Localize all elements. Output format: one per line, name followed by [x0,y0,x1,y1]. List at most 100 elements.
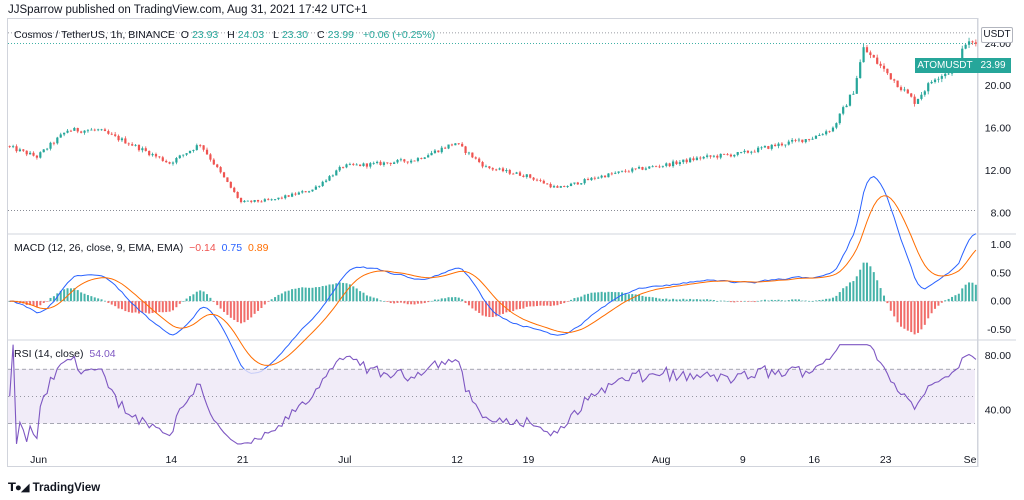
macd-histogram-bar [553,301,556,306]
candle-body [797,139,801,141]
candle-body [294,193,297,195]
macd-histogram-bar [301,287,304,302]
symbol-badge: ATOMUSDT [915,58,975,73]
macd-line-value: 0.75 [221,242,243,254]
macd-histogram-bar [236,301,239,323]
candle-body [512,173,515,175]
macd-histogram-bar [263,301,266,305]
macd-title[interactable]: MACD (12, 26, close, 9, EMA, EMA) [14,242,184,254]
candle-body [25,150,28,155]
macd-histogram-bar [736,301,739,302]
candle-body [712,155,716,157]
macd-histogram-bar [124,301,127,312]
macd-histogram-bar [580,296,583,302]
candle-body [556,186,559,188]
rsi-value: 54.04 [89,348,116,360]
macd-histogram-bar [770,299,773,302]
candle-body [859,62,862,79]
candle-body [185,153,188,155]
macd-histogram-bar [787,300,790,302]
macd-histogram-bar [137,301,140,314]
macd-histogram-bar [291,289,294,302]
candle-body [396,159,399,163]
candle-body [236,191,239,198]
candle-body [410,160,413,163]
macd-histogram-bar [369,296,372,302]
macd-histogram-bar [304,287,307,302]
macd-histogram-bar [927,301,930,319]
candle-body [634,168,637,170]
macd-histogram-bar [814,300,817,302]
macd-histogram-bar [314,287,317,302]
candle-body [437,150,440,153]
price-axis-ticks: 8.0012.0016.0020.0024.00-0.500.000.501.0… [985,38,1011,417]
macd-histogram-bar [440,298,443,302]
macd-histogram-bar [127,301,130,313]
macd-histogram-bar [484,301,487,317]
macd-histogram-bar [910,301,913,333]
macd-histogram-bar [566,301,569,302]
tradingview-logo-icon: 𝗧●◢ [8,482,30,494]
macd-histogram-bar [729,301,732,303]
macd-histogram-bar [644,296,647,302]
macd-histogram-bar [117,301,120,309]
candle-body [848,94,852,106]
macd-hist-value: −0.14 [189,242,216,254]
candle-body [740,152,743,153]
macd-histogram-bar [879,288,882,302]
candle-body [719,153,722,158]
macd-histogram-bar [951,296,954,302]
candle-body [233,187,236,192]
macd-histogram-bar [365,295,368,302]
candle-body [893,79,896,81]
macd-histogram-bar [464,301,467,303]
rsi-title[interactable]: RSI (14, close) [14,348,84,360]
tradingview-logo[interactable]: 𝗧●◢ TradingView [8,480,100,494]
macd-histogram-bar [634,294,637,302]
candle-body [784,144,787,146]
candle-body [304,191,307,193]
macd-histogram-bar [338,282,341,302]
macd-histogram-bar [386,301,389,302]
macd-histogram-bar [818,300,821,302]
candle-body [791,139,794,142]
candle-body [243,200,246,203]
macd-histogram-bar [733,301,736,303]
candle-body [399,159,403,161]
macd-histogram-bar [195,291,198,302]
macd-histogram-bar [437,299,440,302]
macd-histogram-bar [576,297,579,302]
candle-body [328,176,331,181]
candle-body [481,162,484,167]
macd-histogram-bar [359,291,362,302]
macd-histogram-bar [702,299,705,302]
macd-histogram-bar [716,301,719,302]
candle-body [726,154,729,156]
macd-histogram-bar [318,287,321,302]
candle-body [110,133,113,135]
symbol-title[interactable]: Cosmos / TetherUS, 1h, BINANCE [14,29,175,41]
candle-body [569,183,573,187]
candle-body [301,191,304,193]
candle-body [920,94,923,99]
candle-body [617,171,620,173]
macd-signal-line [9,195,977,366]
candle-body [148,150,151,156]
candle-body [525,174,528,177]
macd-histogram-bar [86,295,89,302]
macd-histogram-bar [889,301,892,311]
candle-body [117,135,120,141]
macd-histogram-bar [260,301,263,309]
macd-histogram-bar [216,301,219,306]
candle-body [529,174,532,178]
macd-histogram-bar [532,301,535,307]
macd-histogram-bar [461,299,464,302]
candle-body [716,155,719,158]
open-value: 23.93 [191,29,219,41]
currency-badge[interactable]: USDT [981,27,1013,43]
macd-histogram-bar [253,301,256,314]
candle-body [651,166,654,168]
candle-body [682,159,685,163]
candle-body [780,143,784,146]
